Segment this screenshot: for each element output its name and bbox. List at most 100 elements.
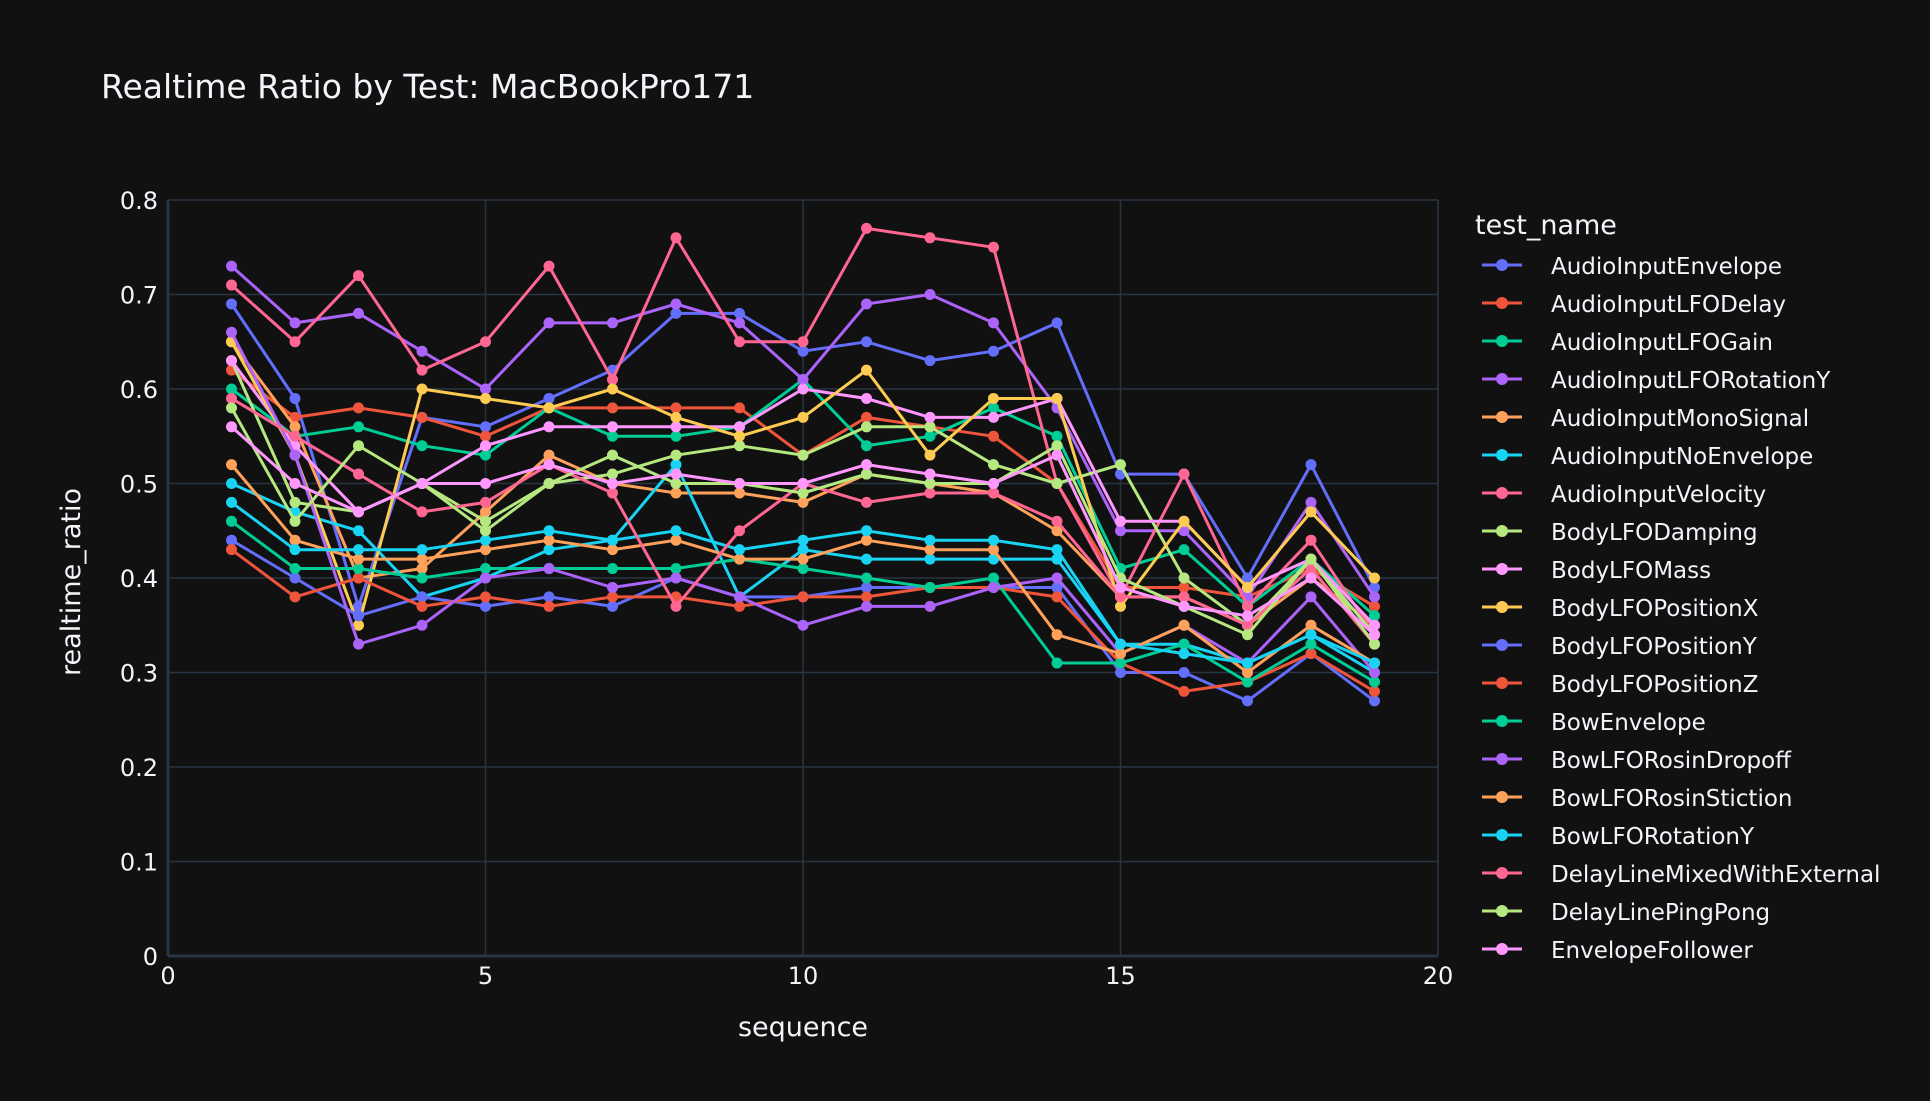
data-point[interactable] <box>226 496 237 508</box>
legend-item[interactable]: DelayLinePingPong <box>1482 900 1770 926</box>
data-point[interactable] <box>480 449 491 461</box>
data-point[interactable] <box>289 449 301 461</box>
legend-item[interactable]: BodyLFOPositionZ <box>1482 672 1759 698</box>
data-point[interactable] <box>1369 610 1380 622</box>
data-point[interactable] <box>289 430 301 442</box>
data-point[interactable] <box>416 553 428 565</box>
data-point[interactable] <box>1178 544 1190 556</box>
data-point[interactable] <box>607 563 618 575</box>
data-point[interactable] <box>670 572 682 584</box>
data-point[interactable] <box>670 487 682 499</box>
data-point[interactable] <box>1242 657 1253 669</box>
data-point[interactable] <box>924 449 936 461</box>
legend-items[interactable]: AudioInputEnvelope AudioInputLFODelay Audi… <box>1482 254 1880 964</box>
data-point[interactable] <box>1178 600 1190 612</box>
data-point[interactable] <box>670 478 682 489</box>
data-point[interactable] <box>1051 515 1063 527</box>
data-point[interactable] <box>797 619 809 631</box>
data-point[interactable] <box>1115 648 1126 660</box>
data-point[interactable] <box>607 591 618 603</box>
data-point[interactable] <box>797 591 809 603</box>
data-point[interactable] <box>289 317 301 329</box>
data-point[interactable] <box>416 544 428 556</box>
data-point[interactable] <box>289 515 301 527</box>
legend-item[interactable]: BodyLFOMass <box>1482 558 1711 584</box>
data-point[interactable] <box>1305 619 1317 631</box>
data-point[interactable] <box>1051 449 1063 461</box>
data-point[interactable] <box>1051 440 1063 452</box>
data-point[interactable] <box>1369 676 1380 688</box>
data-point[interactable] <box>797 544 809 556</box>
data-point[interactable] <box>1305 506 1317 518</box>
data-point[interactable] <box>797 411 809 423</box>
data-point[interactable] <box>353 544 364 556</box>
data-point[interactable] <box>1242 581 1253 593</box>
data-point[interactable] <box>1242 629 1253 641</box>
data-point[interactable] <box>543 534 555 546</box>
data-point[interactable] <box>1051 591 1063 603</box>
data-point[interactable] <box>226 392 237 404</box>
data-point[interactable] <box>607 544 618 556</box>
data-point[interactable] <box>1242 572 1253 584</box>
data-point[interactable] <box>670 232 682 244</box>
data-point[interactable] <box>1051 392 1063 404</box>
data-point[interactable] <box>416 411 428 423</box>
data-point[interactable] <box>797 563 809 575</box>
data-point[interactable] <box>289 496 301 508</box>
data-point[interactable] <box>543 392 555 404</box>
data-point[interactable] <box>861 525 872 537</box>
data-point[interactable] <box>543 449 555 461</box>
data-point[interactable] <box>1178 468 1190 480</box>
series-EnvelopeFollower[interactable] <box>226 421 1380 641</box>
data-point[interactable] <box>924 468 936 480</box>
data-point[interactable] <box>226 459 237 471</box>
data-point[interactable] <box>543 421 555 433</box>
data-point[interactable] <box>988 241 999 253</box>
data-point[interactable] <box>543 563 555 575</box>
data-point[interactable] <box>543 525 555 537</box>
legend-item[interactable]: BowLFORosinStiction <box>1482 786 1793 812</box>
data-point[interactable] <box>734 430 745 442</box>
data-point[interactable] <box>1242 667 1253 678</box>
data-point[interactable] <box>988 572 999 584</box>
legend-item[interactable]: AudioInputMonoSignal <box>1482 406 1809 432</box>
data-point[interactable] <box>353 506 364 518</box>
data-point[interactable] <box>416 383 428 395</box>
data-point[interactable] <box>734 478 745 489</box>
legend-item[interactable]: AudioInputVelocity <box>1482 482 1766 508</box>
series-BodyLFOPositionX[interactable] <box>226 336 1380 631</box>
data-point[interactable] <box>924 600 936 612</box>
data-point[interactable] <box>797 374 809 386</box>
data-point[interactable] <box>1369 572 1380 584</box>
data-point[interactable] <box>861 600 872 612</box>
data-point[interactable] <box>861 496 872 508</box>
data-point[interactable] <box>1115 638 1126 650</box>
data-point[interactable] <box>607 468 618 480</box>
data-point[interactable] <box>1305 459 1317 471</box>
data-point[interactable] <box>670 449 682 461</box>
data-point[interactable] <box>797 487 809 499</box>
data-point[interactable] <box>861 591 872 603</box>
data-point[interactable] <box>480 572 491 584</box>
legend-item[interactable]: EnvelopeFollower <box>1482 938 1753 964</box>
data-point[interactable] <box>607 534 618 546</box>
data-point[interactable] <box>988 581 999 593</box>
data-point[interactable] <box>353 402 364 414</box>
data-point[interactable] <box>353 421 364 433</box>
data-point[interactable] <box>670 411 682 423</box>
data-point[interactable] <box>1115 600 1126 612</box>
data-point[interactable] <box>289 336 301 348</box>
data-point[interactable] <box>924 411 936 423</box>
data-point[interactable] <box>988 487 999 499</box>
data-point[interactable] <box>1178 638 1190 650</box>
data-point[interactable] <box>607 581 618 593</box>
data-point[interactable] <box>607 449 618 461</box>
data-point[interactable] <box>924 534 936 546</box>
data-point[interactable] <box>734 307 745 319</box>
legend-item[interactable]: BodyLFODamping <box>1482 520 1758 546</box>
data-point[interactable] <box>861 468 872 480</box>
data-point[interactable] <box>1051 544 1063 556</box>
data-point[interactable] <box>734 525 745 537</box>
data-point[interactable] <box>607 487 618 499</box>
data-point[interactable] <box>670 298 682 310</box>
